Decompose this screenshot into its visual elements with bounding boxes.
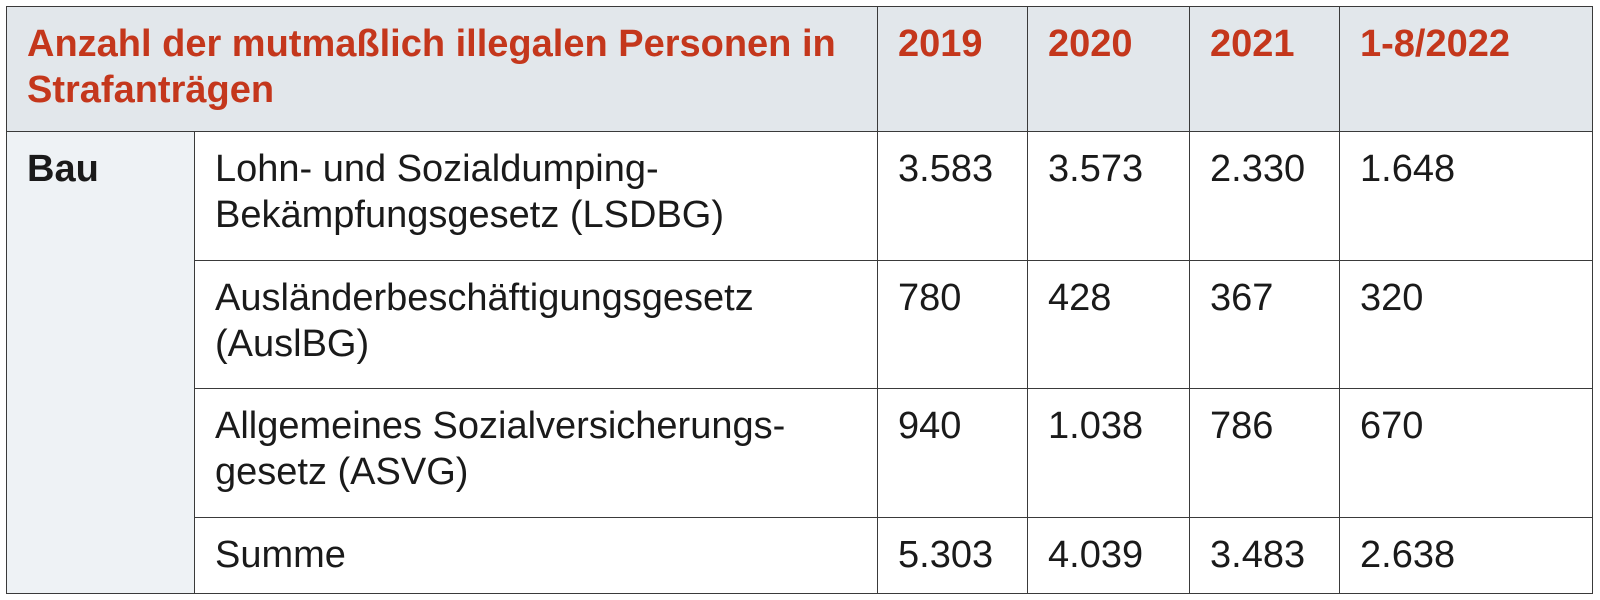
value-cell: 320 [1339,259,1593,390]
header-year-2019: 2019 [877,6,1028,132]
statistics-table: Anzahl der mutmaßlich illegalen Personen… [6,6,1593,595]
sum-value-cell: 5.303 [877,517,1028,594]
header-year-2021: 2021 [1189,6,1340,132]
table-row: Ausländerbeschäftigungsgesetz (AuslBG) 7… [7,259,1593,390]
law-cell: Ausländerbeschäftigungsgesetz (AuslBG) [194,259,878,390]
value-cell: 1.648 [1339,130,1593,261]
value-cell: 3.573 [1027,130,1190,261]
value-cell: 3.583 [877,130,1028,261]
value-cell: 428 [1027,259,1190,390]
header-year-2022-partial: 1-8/2022 [1339,6,1593,132]
sum-value-cell: 3.483 [1189,517,1340,594]
law-cell: Allgemeines Sozialversicherungs-gesetz (… [194,388,878,519]
table-row-sum: Summe 5.303 4.039 3.483 2.638 [7,517,1593,594]
value-cell: 670 [1339,388,1593,519]
sum-value-cell: 2.638 [1339,517,1593,594]
table-row: Allgemeines Sozialversicherungs-gesetz (… [7,388,1593,519]
value-cell: 940 [877,388,1028,519]
value-cell: 786 [1189,388,1340,519]
table-header-row: Anzahl der mutmaßlich illegalen Personen… [6,6,1593,132]
value-cell: 367 [1189,259,1340,390]
category-cell: Bau [6,130,195,595]
sum-label-cell: Summe [194,517,878,594]
sum-value-cell: 4.039 [1027,517,1190,594]
table-row: Bau Lohn- und Sozialdumping-Bekämpfungsg… [6,130,1593,595]
value-cell: 780 [877,259,1028,390]
header-label: Anzahl der mutmaßlich illegalen Personen… [6,6,878,132]
header-year-2020: 2020 [1027,6,1190,132]
law-cell: Lohn- und Sozialdumping-Bekämpfungsgeset… [194,130,878,261]
value-cell: 2.330 [1189,130,1340,261]
value-cell: 1.038 [1027,388,1190,519]
